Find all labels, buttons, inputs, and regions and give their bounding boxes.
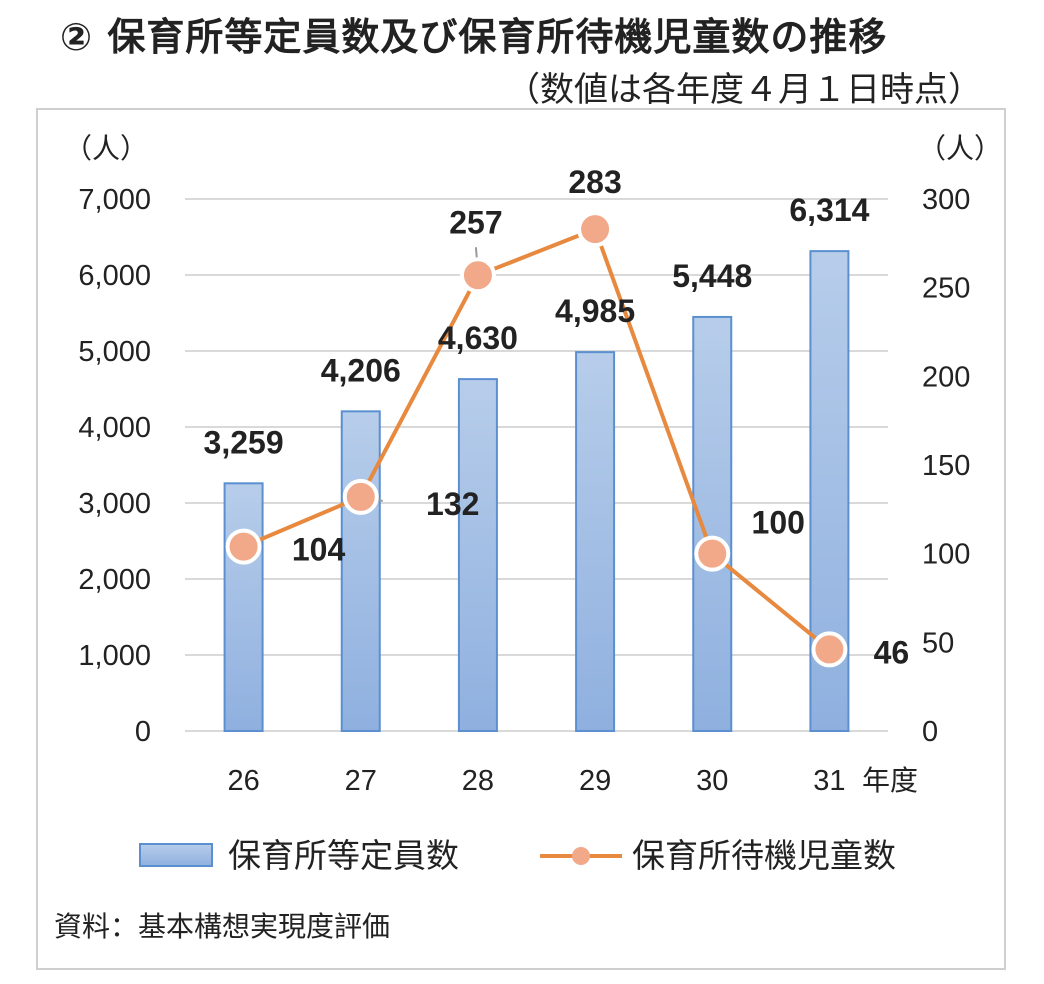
- line-data-label: 46: [874, 634, 910, 670]
- y-left-tick-label: 3,000: [78, 488, 151, 520]
- chart-frame: [36, 108, 1006, 970]
- bar: [340, 410, 381, 732]
- y-right-unit: （人）: [918, 132, 1002, 165]
- y-right-tick-label: 200: [922, 361, 970, 393]
- legend-line-marker: [572, 847, 590, 865]
- legend: 保育所等定員数 保育所待機児童数: [139, 836, 896, 875]
- line-point: [694, 535, 731, 572]
- line-data-label: 283: [568, 164, 621, 200]
- bar-data-label: 6,314: [789, 192, 869, 228]
- gridlines: [185, 198, 888, 732]
- line-point: [342, 478, 379, 515]
- line-point: [811, 631, 848, 668]
- x-tick-label: 31: [813, 765, 845, 797]
- bar-data-label: 4,206: [321, 352, 401, 388]
- line-point: [577, 211, 614, 248]
- bar-data-label: 4,985: [555, 293, 635, 329]
- y-left-tick-label: 6,000: [78, 260, 151, 292]
- line-point: [225, 528, 262, 565]
- x-tick-label: 30: [696, 765, 728, 797]
- data-labels: 3,259 4,206 4,630 4,985 5,448 6,314 104 132 257 2…: [204, 164, 910, 670]
- bar: [223, 482, 264, 733]
- page-title: ② 保育所等定員数及び保育所待機児童数の推移: [60, 15, 888, 59]
- line-data-label: 100: [752, 505, 805, 541]
- y-right-tick-label: 100: [922, 539, 970, 571]
- y-right-tick-label: 300: [922, 184, 970, 216]
- y-left-tick-label: 0: [135, 716, 151, 748]
- y-right-tick-label: 250: [922, 273, 970, 305]
- source-note: 資料：基本構想実現度評価: [54, 910, 391, 943]
- line-data-label: 132: [426, 486, 479, 522]
- bar: [457, 378, 498, 732]
- axes: 0 1,000 2,000 3,000 4,000 5,000 6,000 7,000 0 50 1…: [64, 132, 1002, 797]
- y-left-tick-label: 2,000: [78, 564, 151, 596]
- y-left-unit: （人）: [64, 132, 148, 165]
- legend-line-label: 保育所待機児童数: [632, 836, 896, 875]
- x-tick-label: 29: [579, 765, 611, 797]
- line-point: [459, 257, 496, 294]
- legend-bar-label: 保育所等定員数: [228, 836, 459, 875]
- x-tick-label: 27: [345, 765, 377, 797]
- y-left-tick-label: 1,000: [78, 640, 151, 672]
- legend-bar-swatch: [139, 843, 213, 867]
- bar-data-label: 3,259: [204, 424, 284, 460]
- x-axis-unit: 年度: [862, 764, 918, 797]
- bar-data-label: 4,630: [438, 320, 518, 356]
- bar: [575, 351, 616, 732]
- bar-data-label: 5,448: [672, 258, 752, 294]
- x-tick-label: 28: [462, 765, 494, 797]
- line-path: [242, 227, 831, 651]
- x-tick-label: 26: [227, 765, 259, 797]
- y-left-tick-label: 4,000: [78, 412, 151, 444]
- y-right-tick-label: 0: [922, 716, 938, 748]
- y-right-tick-label: 50: [922, 627, 954, 659]
- y-right-tick-label: 150: [922, 450, 970, 482]
- bar-series: [223, 250, 850, 733]
- page-subtitle: （数値は各年度４月１日時点）: [506, 70, 982, 110]
- line-data-label: 104: [292, 532, 346, 568]
- line-markers: [225, 211, 848, 668]
- y-left-tick-label: 7,000: [78, 184, 151, 216]
- line-data-label: 257: [449, 204, 502, 240]
- bar: [692, 315, 733, 732]
- y-left-tick-label: 5,000: [78, 336, 151, 368]
